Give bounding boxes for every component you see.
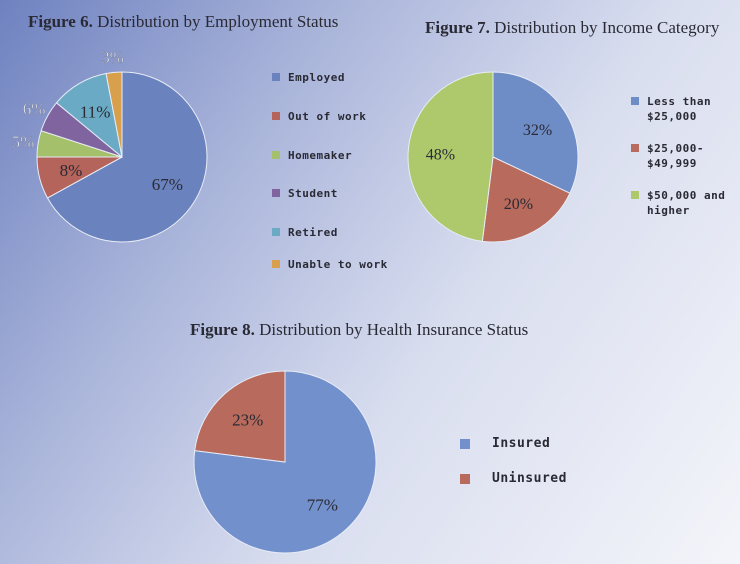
legend-swatch [272, 112, 280, 120]
pie-slice-1-1 [481, 156, 571, 243]
legend-item: Less than $25,000 [631, 94, 711, 124]
data-label-0-0: 67% [152, 175, 183, 194]
legend-label: Employed [288, 71, 345, 84]
legend-label: Uninsured [492, 471, 567, 486]
data-label-0-3: 6% [23, 100, 46, 119]
legend-label: Retired [288, 226, 338, 239]
data-label-2-1: 23% [232, 411, 263, 430]
figure-7-title-text: Distribution by Income Category [494, 18, 720, 37]
legend-item: Unable to work [272, 257, 388, 272]
legend-swatch [272, 260, 280, 268]
legend-item: Employed [272, 70, 345, 85]
legend-item: $50,000 and higher [631, 188, 725, 218]
data-label-0-2: 5% [12, 132, 35, 151]
legend-label: Unable to work [288, 258, 388, 271]
legend-swatch [460, 474, 470, 484]
data-label-1-0: 32% [523, 122, 552, 139]
legend-swatch [460, 439, 470, 449]
figure-8-title-text: Distribution by Health Insurance Status [259, 320, 529, 339]
data-label-2-0: 77% [307, 495, 338, 514]
legend-swatch [631, 144, 639, 152]
legend-swatch [272, 189, 280, 197]
pie-slice-0-0 [46, 71, 208, 243]
legend-label: Less than $25,000 [647, 95, 712, 123]
legend-item: Retired [272, 225, 338, 240]
legend-item: Homemaker [272, 148, 352, 163]
figure-6-title: Figure 6. Distribution by Employment Sta… [28, 12, 338, 32]
legend-item: Out of work [272, 109, 366, 124]
data-label-0-4: 11% [80, 103, 111, 122]
figure-7-title: Figure 7. Distribution by Income Categor… [425, 18, 719, 38]
legend-swatch [631, 97, 639, 105]
pie-slice-1-2 [407, 71, 494, 242]
figure-7-number: Figure 7. [425, 18, 490, 37]
data-label-1-2: 48% [426, 147, 455, 164]
legend-item: Insured [460, 436, 550, 451]
figure-8-title: Figure 8. Distribution by Health Insuran… [190, 320, 528, 340]
data-label-0-5: 3% [101, 48, 124, 67]
figure-6-number: Figure 6. [28, 12, 93, 31]
legend-label: Homemaker [288, 149, 353, 162]
figure-8-number: Figure 8. [190, 320, 255, 339]
pie-slice-2-1 [194, 370, 286, 463]
legend-swatch [272, 228, 280, 236]
pie-slice-0-5 [105, 71, 123, 158]
data-label-0-1: 8% [60, 161, 83, 180]
legend-swatch [272, 73, 280, 81]
legend-label: Student [288, 187, 338, 200]
data-label-1-1: 20% [504, 196, 533, 213]
legend-label: Out of work [288, 110, 367, 123]
legend-label: $50,000 and higher [647, 189, 726, 217]
legend-swatch [272, 151, 280, 159]
legend-item: Uninsured [460, 471, 567, 486]
legend-swatch [631, 191, 639, 199]
legend-item: Student [272, 186, 338, 201]
pie-slice-1-0 [492, 71, 579, 194]
legend-label: Insured [492, 436, 551, 451]
legend-label: $25,000- $49,999 [647, 142, 704, 170]
legend-item: $25,000- $49,999 [631, 141, 704, 171]
figure-6-title-text: Distribution by Employment Status [97, 12, 339, 31]
